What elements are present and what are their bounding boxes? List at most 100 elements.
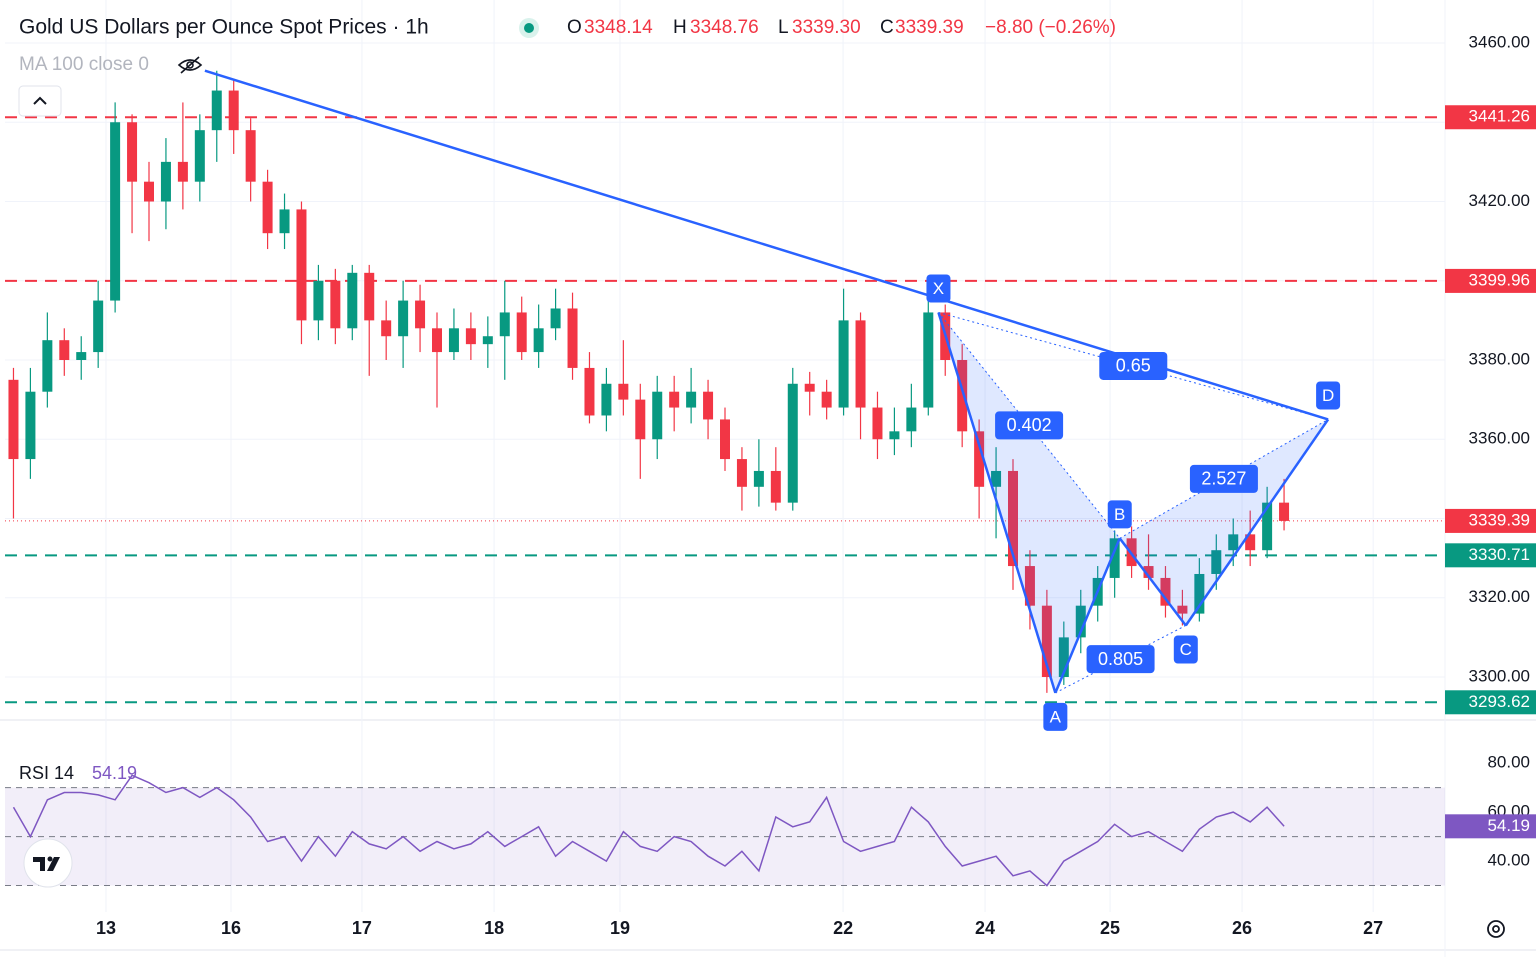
candle-body <box>736 459 747 487</box>
x-tick-label: 19 <box>610 918 630 938</box>
candle-body <box>1245 534 1256 551</box>
candle-body <box>415 300 426 329</box>
chart-title: Gold US Dollars per Ounce Spot Prices · … <box>19 16 429 39</box>
x-tick-label: 18 <box>484 918 504 938</box>
pattern-triangle <box>938 312 1120 693</box>
header: Gold US Dollars per Ounce Spot Prices · … <box>18 16 539 117</box>
candle-body <box>364 272 375 321</box>
candle-body <box>76 352 87 360</box>
pattern-leg <box>1118 537 1187 627</box>
gear-inner <box>1492 925 1500 933</box>
tradingview-logo[interactable] <box>23 838 73 888</box>
rsi-tick-label: 40.00 <box>1487 851 1530 870</box>
candle-body <box>1024 566 1035 606</box>
eye-strike <box>180 56 200 74</box>
point-tag <box>926 274 951 303</box>
pattern-leg <box>1184 418 1330 627</box>
y-tick-label: 3300.00 <box>1469 666 1530 685</box>
logo-dot <box>47 856 53 862</box>
pattern-triangle <box>1119 419 1329 626</box>
y-tick-label: 3420.00 <box>1469 191 1530 210</box>
level-tag <box>1445 543 1536 568</box>
ratio-label: 2.527 <box>1201 469 1246 489</box>
ratio-tag <box>1099 351 1168 380</box>
price-change: −8.80 (−0.26%) <box>985 17 1116 38</box>
y-tick-label: 3380.00 <box>1469 349 1530 368</box>
candle-body <box>465 328 476 345</box>
candle-body <box>160 161 171 202</box>
level-label: 3293.62 <box>1469 692 1530 711</box>
ratio-tag <box>1086 645 1155 674</box>
candle-body <box>448 328 459 353</box>
visibility-icon[interactable] <box>177 56 203 74</box>
candle-body <box>652 391 663 440</box>
x-tick-label: 27 <box>1363 918 1383 938</box>
candle-body <box>855 320 866 408</box>
level-label: 3441.26 <box>1469 107 1530 126</box>
candle-body <box>398 300 409 337</box>
candle-body <box>347 272 358 329</box>
point-label: D <box>1322 386 1334 405</box>
candle-body <box>872 407 883 440</box>
ratio-tag <box>1189 464 1258 493</box>
ohlc-value: 3348.76 <box>690 17 759 38</box>
x-tick-label: 22 <box>833 918 853 938</box>
last-price-tag <box>1445 508 1536 533</box>
candle-body <box>499 312 510 337</box>
ohlc-value: 3339.39 <box>895 17 964 38</box>
candle-body <box>991 470 1002 487</box>
rsi-label: RSI 14 <box>19 763 74 783</box>
candle-body <box>1143 566 1154 578</box>
candle-body <box>669 391 680 408</box>
candle-body <box>584 367 595 416</box>
x-tick-label: 17 <box>352 918 372 938</box>
candle-body <box>381 320 392 337</box>
level-label: 3330.71 <box>1469 545 1530 564</box>
logo-mark <box>33 857 60 871</box>
candle-body <box>1008 470 1018 567</box>
candle-body <box>838 320 849 408</box>
pattern-leg <box>937 312 1057 694</box>
candle-body <box>330 280 341 329</box>
candle-body <box>127 122 138 182</box>
point-label: A <box>1050 707 1062 726</box>
candle-body <box>432 328 442 353</box>
collapse-button[interactable] <box>18 85 62 117</box>
level-tag <box>1445 268 1536 293</box>
candle-body <box>1211 550 1222 574</box>
candle-body <box>787 383 798 503</box>
candle-body <box>245 130 256 182</box>
candle-body <box>533 328 544 353</box>
point-tag <box>1173 635 1198 664</box>
candle-body <box>567 308 578 368</box>
pattern-ratio-line <box>938 311 1329 420</box>
candle-body <box>1109 538 1120 578</box>
candle-body <box>618 383 629 400</box>
candle-body <box>720 419 730 460</box>
eye-pupil <box>186 61 194 69</box>
rsi-axis-value: 54.19 <box>1487 816 1530 835</box>
candle-body <box>177 161 188 182</box>
candle-body <box>228 90 239 131</box>
last-price-label: 3339.39 <box>1469 510 1530 529</box>
status-dot <box>524 23 534 33</box>
candle-body <box>313 280 324 321</box>
candle-body <box>635 399 646 440</box>
candle-body <box>279 209 290 234</box>
candle-body <box>59 340 70 360</box>
button-frame <box>18 85 62 117</box>
candle-body <box>770 470 781 503</box>
ohlc-label: L <box>778 17 789 38</box>
candle-body <box>974 431 985 487</box>
ratio-label: 0.805 <box>1098 649 1143 669</box>
x-tick-label: 16 <box>221 918 241 938</box>
y-tick-label: 3460.00 <box>1469 32 1530 51</box>
ohlc-label: H <box>673 17 687 38</box>
settings-icon[interactable] <box>1487 920 1505 938</box>
indicator-label: MA 100 close 0 <box>19 54 149 75</box>
rsi-axis-tag <box>1445 814 1536 839</box>
candle-body <box>889 431 900 440</box>
candle-body <box>804 383 815 392</box>
ratio-label: 0.65 <box>1116 356 1151 376</box>
